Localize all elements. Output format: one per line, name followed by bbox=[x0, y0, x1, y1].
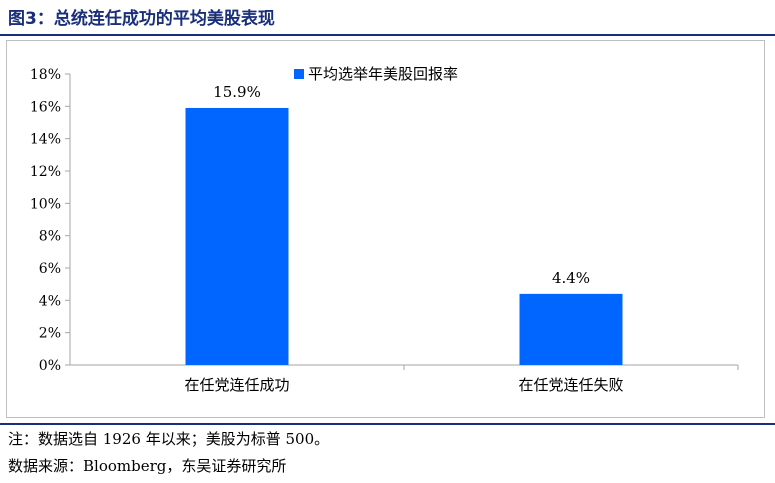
y-tick-label: 0% bbox=[39, 358, 61, 374]
legend-swatch bbox=[294, 69, 304, 79]
y-tick-label: 8% bbox=[39, 229, 61, 245]
legend-label: 平均选举年美股回报率 bbox=[308, 65, 458, 83]
y-tick-label: 18% bbox=[30, 67, 61, 83]
data-label: 4.4% bbox=[552, 269, 590, 287]
figure-title: 图3：总统连任成功的平均美股表现 bbox=[8, 9, 275, 29]
bar bbox=[519, 293, 623, 365]
y-tick-label: 16% bbox=[30, 99, 61, 115]
y-tick-label: 6% bbox=[39, 261, 61, 277]
x-tick-label: 在任党连任成功 bbox=[184, 376, 289, 394]
title-divider bbox=[0, 34, 775, 36]
bar bbox=[185, 107, 289, 365]
figure-source: 数据来源：Bloomberg，东吴证券研究所 bbox=[8, 457, 287, 475]
y-tick-label: 2% bbox=[39, 326, 61, 342]
data-label: 15.9% bbox=[213, 83, 261, 101]
bar-chart: 0% 2% 4% 6% 8% 10% 12% 14% 16% 18% 15.9% 在任党连任成功 4.4… bbox=[30, 65, 739, 394]
x-tick-label: 在任党连任失败 bbox=[518, 376, 623, 394]
chart-frame: 0% 2% 4% 6% 8% 10% 12% 14% 16% 18% 15.9% 在任党连任成功 4.4… bbox=[6, 40, 765, 418]
y-tick-label: 10% bbox=[30, 196, 61, 212]
footer-divider bbox=[0, 423, 775, 425]
figure-note: 注：数据选自 1926 年以来；美股为标普 500。 bbox=[8, 430, 330, 448]
y-tick-label: 12% bbox=[30, 164, 61, 180]
y-tick-label: 4% bbox=[39, 293, 61, 309]
y-tick-label: 14% bbox=[30, 132, 61, 148]
